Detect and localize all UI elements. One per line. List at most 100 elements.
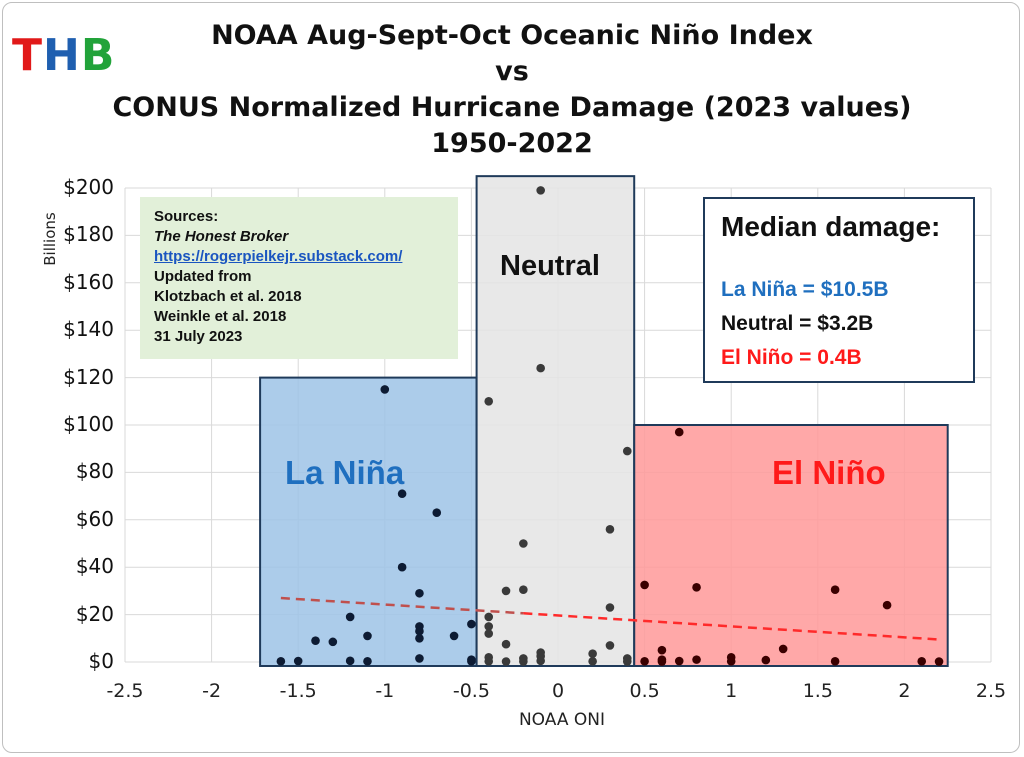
data-point: [726, 656, 736, 666]
data-point: [536, 186, 545, 195]
median-damage-box: Median damage: La Niña = $10.5B Neutral …: [703, 197, 975, 383]
x-tick-label: 1.5: [802, 680, 833, 702]
data-point: [345, 612, 355, 622]
median-la-nina: La Niña = $10.5B: [721, 278, 889, 301]
region-label-el-nino: El Niño: [772, 454, 886, 491]
data-point: [484, 397, 494, 406]
sources-blog-name: The Honest Broker: [154, 228, 289, 245]
thb-logo: THB: [12, 34, 115, 78]
data-point: [397, 562, 407, 572]
data-point: [761, 655, 771, 665]
y-tick-label: $180: [63, 222, 114, 247]
x-tick-label: 0.5: [629, 680, 660, 702]
data-point: [605, 641, 615, 650]
data-point: [484, 612, 494, 622]
data-point: [484, 656, 494, 666]
data-points: [276, 186, 944, 666]
data-point: [536, 656, 545, 666]
x-tick-label: -2: [202, 680, 222, 702]
trend-line: [280, 596, 940, 641]
y-tick-label: $40: [75, 554, 114, 579]
data-point: [917, 656, 927, 666]
data-point: [363, 656, 372, 666]
x-tick-label: 2: [898, 680, 911, 702]
data-point: [380, 385, 390, 394]
data-point: [692, 583, 701, 592]
data-point: [674, 427, 684, 437]
y-tick-label: $160: [63, 269, 114, 294]
data-point: [519, 585, 528, 595]
chart-title-line-4: 1950-2022: [431, 128, 593, 159]
data-point: [363, 631, 372, 641]
region-el-nino: [633, 424, 949, 667]
sources-url-link[interactable]: https://rogerpielkejr.substack.com/: [154, 248, 403, 265]
data-point: [830, 656, 840, 666]
data-point: [640, 656, 649, 666]
x-tick-label: -1.5: [279, 680, 317, 702]
data-point: [588, 656, 597, 666]
data-point: [830, 585, 840, 595]
data-point: [657, 645, 667, 655]
chart-title-line-3: CONUS Normalized Hurricane Damage (2023 …: [112, 92, 912, 123]
data-point: [657, 657, 667, 666]
data-point: [467, 656, 476, 666]
data-point: [501, 657, 511, 666]
y-tick-label: $140: [63, 317, 114, 342]
y-tick-label: $60: [75, 506, 114, 531]
x-tick-label: -1: [375, 680, 395, 702]
data-point: [605, 524, 615, 534]
sources-box: Sources: The Honest Broker https://roger…: [140, 197, 458, 359]
sources-date: 31 July 2023: [154, 328, 243, 345]
data-point: [622, 446, 632, 456]
data-point: [934, 657, 944, 666]
data-point: [328, 637, 338, 647]
x-tick-label: 0: [551, 680, 565, 702]
data-point: [293, 656, 303, 666]
median-heading: Median damage:: [721, 211, 941, 242]
data-point: [345, 656, 355, 666]
trend-line-right: [523, 612, 940, 641]
data-point: [484, 622, 494, 631]
y-tick-label: $20: [75, 601, 114, 626]
chart-title-line-1: NOAA Aug-Sept-Oct Oceanic Niño Index: [211, 20, 813, 51]
data-point: [501, 639, 511, 649]
logo-letter-h: H: [43, 30, 81, 81]
data-point: [415, 634, 424, 643]
sources-heading: Sources:: [154, 208, 219, 225]
data-point: [588, 649, 597, 659]
x-tick-label: -2.5: [106, 680, 144, 702]
sources-ref-1: Klotzbach et al. 2018: [154, 288, 302, 305]
trend-line-left: [280, 596, 524, 615]
region-label-la-nina: La Niña: [285, 454, 405, 491]
median-neutral: Neutral = $3.2B: [721, 312, 874, 335]
enso-regions: [259, 175, 949, 667]
data-point: [501, 586, 511, 596]
region-la-nina: [259, 376, 478, 667]
data-point: [536, 363, 545, 373]
y-tick-label: $200: [63, 175, 114, 199]
y-tick-label: $100: [63, 412, 114, 436]
sources-ref-2: Weinkle et al. 2018: [154, 308, 287, 325]
sources-updated: Updated from: [154, 268, 252, 285]
data-point: [882, 600, 892, 610]
data-point: [778, 644, 788, 654]
x-tick-label: 1: [725, 680, 738, 702]
x-tick-label: -0.5: [452, 680, 490, 702]
data-point: [415, 626, 424, 636]
median-el-nino: El Niño = 0.4B: [721, 346, 862, 369]
y-tick-label: $120: [63, 364, 114, 389]
chart-title-line-2: vs: [495, 56, 529, 87]
logo-letter-t: T: [12, 30, 44, 81]
data-point: [415, 588, 424, 598]
data-point: [415, 654, 424, 663]
data-point: [484, 629, 494, 638]
data-point: [519, 539, 528, 548]
data-point: [640, 580, 649, 590]
x-tick-label: 2.5: [975, 680, 1007, 702]
data-point: [605, 603, 615, 612]
y-tick-label: $80: [75, 459, 114, 484]
x-axis-label: NOAA ONI: [518, 710, 606, 730]
data-point: [674, 656, 684, 666]
region-label-neutral: Neutral: [500, 250, 600, 282]
